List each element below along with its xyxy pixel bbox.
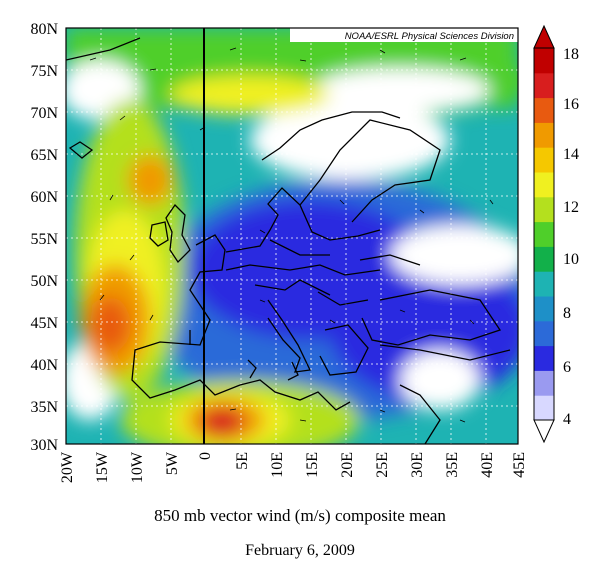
lon-tick-label: 15W	[94, 451, 111, 483]
colorbar-swatch	[534, 296, 554, 322]
colorbar-swatch	[534, 395, 554, 421]
lon-tick-label: 40E	[479, 452, 496, 478]
colorbar-frame	[533, 47, 555, 421]
colorbar-bottom-arrow	[533, 419, 555, 444]
wind-speed-field: NOAA/ESRL Physical Sciences Division	[66, 28, 518, 444]
latitude-axis: 80N 75N 70N 65N 60N 55N 50N 45N 40N 35N …	[30, 21, 58, 454]
wind-vectors	[89, 47, 494, 423]
coastlines	[66, 37, 511, 444]
colorbar-swatch	[534, 97, 554, 123]
lat-tick-label: 70N	[30, 105, 58, 122]
lat-tick-label: 45N	[30, 315, 58, 332]
colorbar-tick-label: 6	[563, 359, 571, 376]
lat-tick-label: 50N	[30, 273, 58, 290]
grid-lines	[66, 28, 518, 444]
map-date: February 6, 2009	[245, 542, 355, 559]
lon-tick-label: 25E	[374, 452, 391, 478]
lat-tick-label: 80N	[30, 21, 58, 38]
lon-tick-label: 45E	[511, 452, 528, 478]
lat-tick-label: 40N	[30, 357, 58, 374]
lat-tick-label: 75N	[30, 63, 58, 80]
colorbar-tick-label: 16	[563, 96, 579, 113]
lon-tick-label: 10E	[269, 452, 286, 478]
lat-tick-label: 30N	[30, 437, 58, 454]
lon-tick-label: 5E	[234, 452, 251, 470]
lon-tick-label: 30E	[409, 452, 426, 478]
colorbar-swatch	[534, 122, 554, 148]
colorbar-tick-label: 10	[563, 251, 579, 268]
colorbar-swatches	[534, 48, 554, 421]
lon-tick-label: 15E	[304, 452, 321, 478]
lon-tick-label: 20E	[339, 452, 356, 478]
colorbar-swatch	[534, 370, 554, 396]
lon-tick-label: 20W	[59, 451, 76, 483]
lat-tick-label: 35N	[30, 399, 58, 416]
colorbar: 18 16 14 12 10 8 6 4	[533, 24, 579, 444]
colorbar-tick-label: 14	[563, 146, 579, 163]
map-caption: 850 mb vector wind (m/s) composite mean	[154, 506, 446, 525]
colorbar-swatch	[534, 196, 554, 223]
lon-tick-label: 35E	[444, 452, 461, 478]
colorbar-swatch	[534, 48, 554, 74]
colorbar-swatch	[534, 172, 554, 198]
lon-tick-label: 0	[197, 452, 214, 460]
colorbar-swatch	[534, 221, 554, 247]
longitude-axis: 20W 15W 10W 5W 0 5E 10E 15E 20E 25E 30E …	[59, 451, 528, 483]
colorbar-swatch	[534, 320, 554, 347]
colorbar-swatch	[534, 246, 554, 272]
lat-tick-label: 55N	[30, 231, 58, 248]
colorbar-swatch	[534, 271, 554, 297]
map-frame	[65, 27, 519, 445]
colorbar-swatch	[534, 345, 554, 371]
colorbar-tick-label: 4	[563, 411, 571, 428]
credit-text: NOAA/ESRL Physical Sciences Division	[345, 31, 514, 42]
colorbar-swatch	[534, 147, 554, 173]
lon-tick-label: 10W	[129, 451, 146, 483]
colorbar-tick-label: 18	[563, 46, 579, 63]
colorbar-swatch	[534, 72, 554, 99]
lat-tick-label: 65N	[30, 147, 58, 164]
colorbar-top-arrow	[533, 24, 555, 49]
lon-tick-label: 5W	[164, 451, 181, 475]
colorbar-tick-label: 12	[563, 199, 579, 216]
colorbar-tick-label: 8	[563, 305, 571, 322]
lat-tick-label: 60N	[30, 189, 58, 206]
